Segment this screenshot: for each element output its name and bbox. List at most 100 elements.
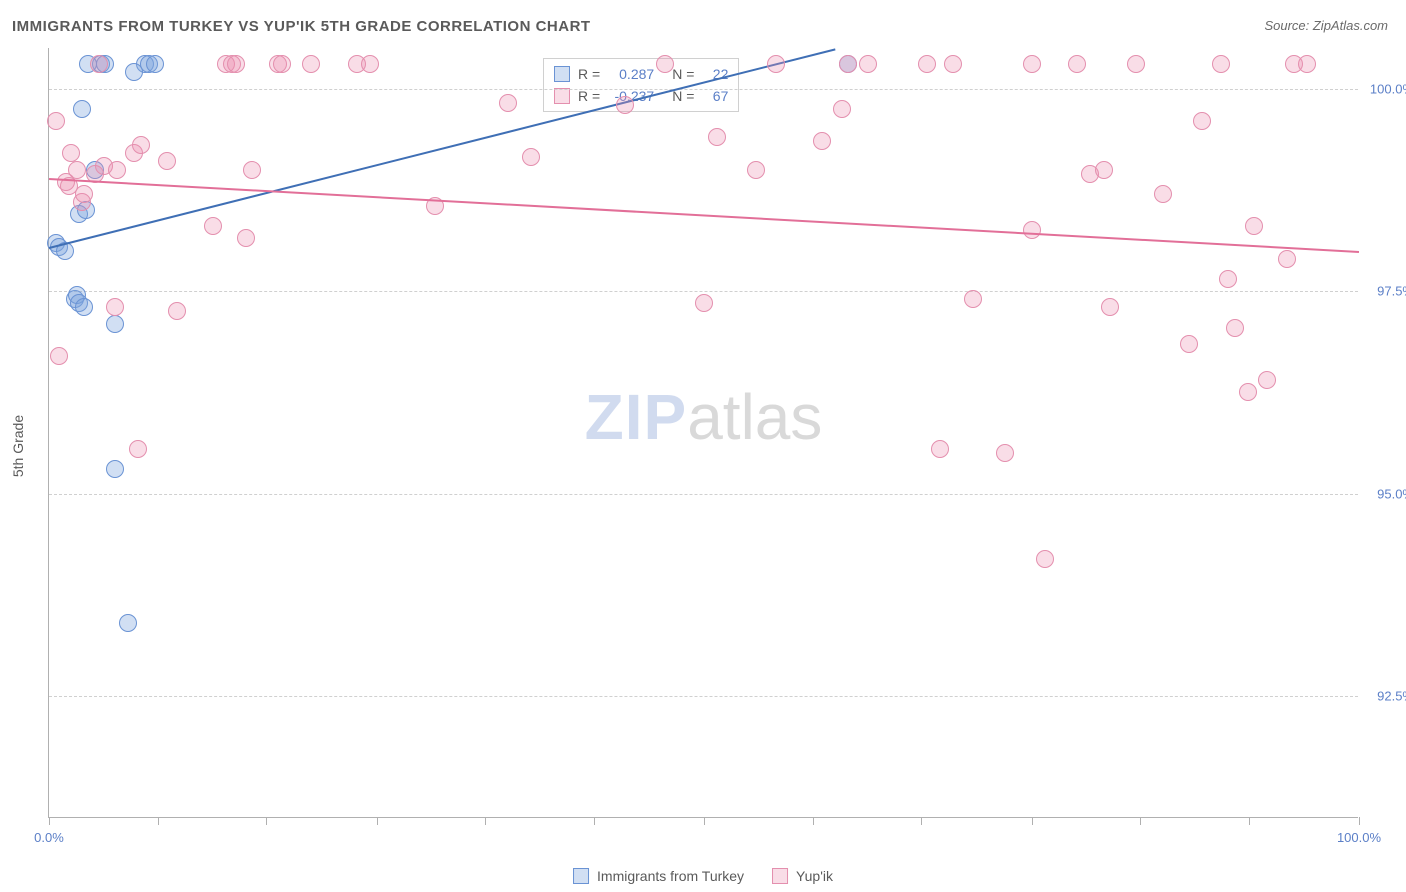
n-value: 67 — [702, 88, 728, 104]
data-point — [129, 440, 147, 458]
r-value: 0.287 — [608, 66, 654, 82]
data-point — [204, 217, 222, 235]
x-tick — [594, 817, 595, 825]
data-point — [1023, 55, 1041, 73]
legend-swatch — [573, 868, 589, 884]
data-point — [1226, 319, 1244, 337]
data-point — [499, 94, 517, 112]
data-point — [75, 185, 93, 203]
data-point — [1278, 250, 1296, 268]
x-tick — [49, 817, 50, 825]
data-point — [695, 294, 713, 312]
y-axis-label: 5th Grade — [10, 415, 26, 477]
legend-swatch — [772, 868, 788, 884]
series-swatch — [554, 66, 570, 82]
x-tick — [1140, 817, 1141, 825]
series-swatch — [554, 88, 570, 104]
y-tick-label: 92.5% — [1377, 689, 1406, 704]
source-attribution: Source: ZipAtlas.com — [1264, 18, 1388, 33]
data-point — [931, 440, 949, 458]
data-point — [859, 55, 877, 73]
data-point — [90, 55, 108, 73]
gridline — [49, 696, 1358, 697]
data-point — [302, 55, 320, 73]
y-tick-label: 100.0% — [1370, 81, 1406, 96]
data-point — [1193, 112, 1211, 130]
data-point — [106, 460, 124, 478]
data-point — [227, 55, 245, 73]
data-point — [1298, 55, 1316, 73]
x-tick — [266, 817, 267, 825]
data-point — [106, 298, 124, 316]
legend-item: Immigrants from Turkey — [573, 868, 744, 884]
data-point — [996, 444, 1014, 462]
x-tick — [704, 817, 705, 825]
x-tick — [1249, 817, 1250, 825]
data-point — [1127, 55, 1145, 73]
plot-area: ZIPatlas R =0.287N =22R =-0.237N =67 92.… — [48, 48, 1358, 818]
data-point — [522, 148, 540, 166]
data-point — [50, 347, 68, 365]
legend-item: Yup'ik — [772, 868, 833, 884]
data-point — [1219, 270, 1237, 288]
data-point — [132, 136, 150, 154]
data-point — [1258, 371, 1276, 389]
data-point — [747, 161, 765, 179]
data-point — [146, 55, 164, 73]
data-point — [918, 55, 936, 73]
legend-label: Yup'ik — [796, 868, 833, 884]
data-point — [73, 100, 91, 118]
data-point — [1101, 298, 1119, 316]
data-point — [243, 161, 261, 179]
data-point — [1180, 335, 1198, 353]
data-point — [1245, 217, 1263, 235]
x-tick — [158, 817, 159, 825]
y-tick-label: 97.5% — [1377, 284, 1406, 299]
chart-title: IMMIGRANTS FROM TURKEY VS YUP'IK 5TH GRA… — [12, 18, 591, 35]
data-point — [273, 55, 291, 73]
x-tick-label: 0.0% — [34, 830, 64, 845]
gridline — [49, 494, 1358, 495]
data-point — [47, 112, 65, 130]
data-point — [813, 132, 831, 150]
x-tick-label: 100.0% — [1337, 830, 1381, 845]
data-point — [944, 55, 962, 73]
gridline — [49, 89, 1358, 90]
watermark-atlas: atlas — [687, 381, 822, 453]
data-point — [168, 302, 186, 320]
data-point — [1095, 161, 1113, 179]
data-point — [158, 152, 176, 170]
x-tick — [1359, 817, 1360, 825]
data-point — [1023, 221, 1041, 239]
stat-label: R = — [578, 88, 600, 104]
data-point — [75, 298, 93, 316]
data-point — [1154, 185, 1172, 203]
x-tick — [921, 817, 922, 825]
data-point — [964, 290, 982, 308]
legend-label: Immigrants from Turkey — [597, 868, 744, 884]
y-tick-label: 95.0% — [1377, 486, 1406, 501]
data-point — [833, 100, 851, 118]
data-point — [1036, 550, 1054, 568]
data-point — [119, 614, 137, 632]
gridline — [49, 291, 1358, 292]
data-point — [237, 229, 255, 247]
x-tick — [377, 817, 378, 825]
data-point — [106, 315, 124, 333]
data-point — [616, 96, 634, 114]
data-point — [1212, 55, 1230, 73]
data-point — [839, 55, 857, 73]
data-point — [361, 55, 379, 73]
data-point — [108, 161, 126, 179]
data-point — [656, 55, 674, 73]
watermark: ZIPatlas — [585, 380, 823, 454]
data-point — [708, 128, 726, 146]
data-point — [767, 55, 785, 73]
data-point — [1068, 55, 1086, 73]
stat-label: N = — [672, 66, 694, 82]
correlation-stats-box: R =0.287N =22R =-0.237N =67 — [543, 58, 739, 112]
data-point — [125, 63, 143, 81]
x-tick — [485, 817, 486, 825]
data-point — [1239, 383, 1257, 401]
watermark-zip: ZIP — [585, 381, 688, 453]
